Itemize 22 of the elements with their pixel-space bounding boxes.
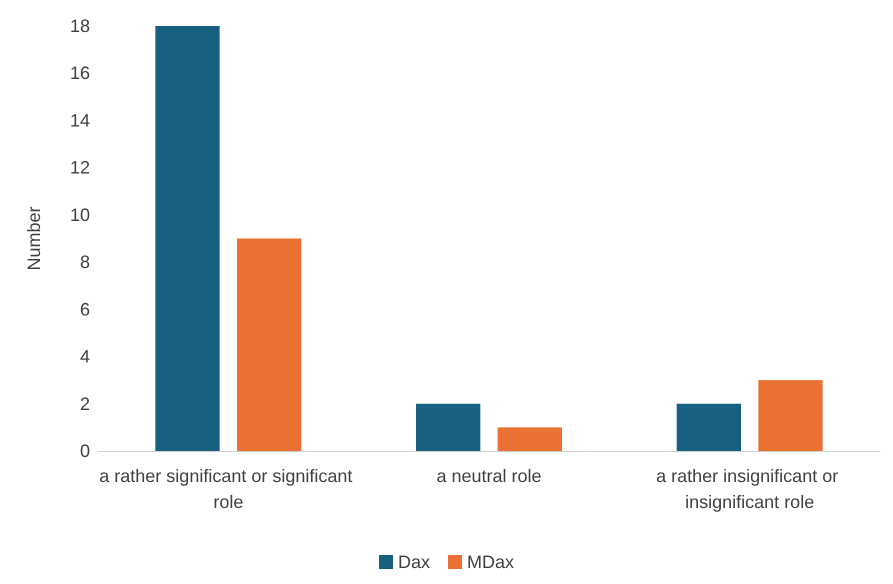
legend-label: MDax: [467, 552, 514, 572]
x-tick-label: a rather significant or significant role: [99, 466, 358, 512]
y-tick-label: 14: [70, 110, 90, 130]
bar: [416, 404, 480, 451]
x-tick-label: a neutral role: [436, 466, 542, 486]
bar: [498, 427, 562, 451]
legend-label: Dax: [398, 552, 430, 572]
y-tick-label: 0: [80, 441, 90, 461]
y-tick-label: 4: [80, 346, 90, 367]
x-tick-label: a rather insignificant or insignificant role: [656, 466, 844, 512]
bar: [155, 26, 220, 451]
y-tick-label: 16: [70, 63, 90, 84]
y-tick-label: 2: [80, 394, 90, 414]
bar: [237, 238, 302, 451]
y-tick-label: 6: [80, 299, 90, 320]
bar: [676, 404, 741, 451]
y-tick-label: 8: [80, 252, 90, 272]
bar: [758, 380, 823, 451]
y-axis-title: Number: [24, 206, 44, 271]
y-tick-label: 12: [70, 158, 90, 178]
y-tick-label: 18: [70, 16, 90, 36]
y-tick-label: 10: [70, 204, 90, 225]
